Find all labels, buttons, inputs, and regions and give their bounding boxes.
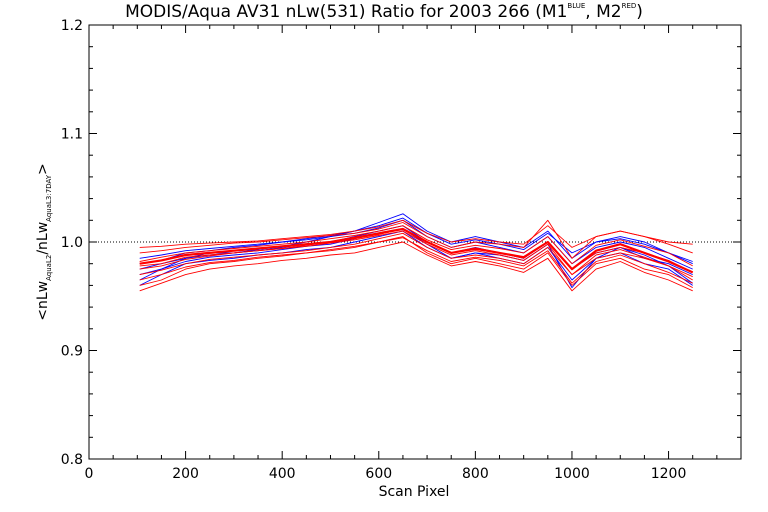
series-line-15 [139, 227, 694, 274]
series-line-12 [139, 241, 693, 292]
x-tick-label: 1200 [651, 466, 687, 482]
x-tick-label: 0 [85, 466, 94, 482]
x-tick-label: 600 [365, 466, 392, 482]
series-layer [139, 213, 694, 292]
series-line-5 [139, 217, 693, 262]
series-line-11 [139, 225, 693, 267]
x-axis-label: Scan Pixel [378, 484, 450, 500]
y-tick-label: 1.1 [61, 127, 83, 143]
y-axis-label-part2: /nLw [35, 221, 51, 255]
chart-title-sup-blue: BLUE [567, 2, 586, 10]
series-line-8 [139, 232, 693, 281]
series-line-10 [139, 237, 693, 284]
series-line-13 [139, 219, 693, 248]
y-tick-label: 1.0 [61, 235, 83, 251]
y-axis-label: <nLwAquaL2/nLwAquaL3:7DAY> [35, 163, 53, 320]
y-tick-label: 1.2 [61, 18, 83, 34]
y-axis-label-part3: > [35, 163, 51, 176]
chart-title-mid: , M2 [585, 2, 622, 22]
chart-title-sup-red: RED [621, 2, 637, 10]
chart-title-end: ) [636, 2, 643, 22]
series-line-6 [139, 236, 693, 288]
series-line-3 [139, 219, 693, 270]
x-tick-label: 200 [172, 466, 199, 482]
axis-layer: 0 200 400 600 800 1000 1200 0.8 0.9 1.0 1.1 1.2 [61, 18, 742, 482]
y-axis-label-sub2: AquaL3:7DAY [45, 175, 53, 222]
y-axis-label-part1: <nLw [35, 280, 51, 321]
x-tick-label: 1000 [554, 466, 590, 482]
series-line-14 [139, 230, 693, 278]
chart-title-main: MODIS/Aqua AV31 nLw(531) Ratio for 2003 … [125, 2, 568, 22]
x-tick-label: 800 [462, 466, 489, 482]
y-tick-label: 0.8 [61, 452, 83, 468]
chart-title: MODIS/Aqua AV31 nLw(531) Ratio for 2003 … [0, 2, 768, 22]
x-tick-label: 400 [269, 466, 296, 482]
y-axis-label-sub1: AquaL2 [45, 254, 53, 281]
y-tick-label: 0.9 [61, 344, 83, 360]
